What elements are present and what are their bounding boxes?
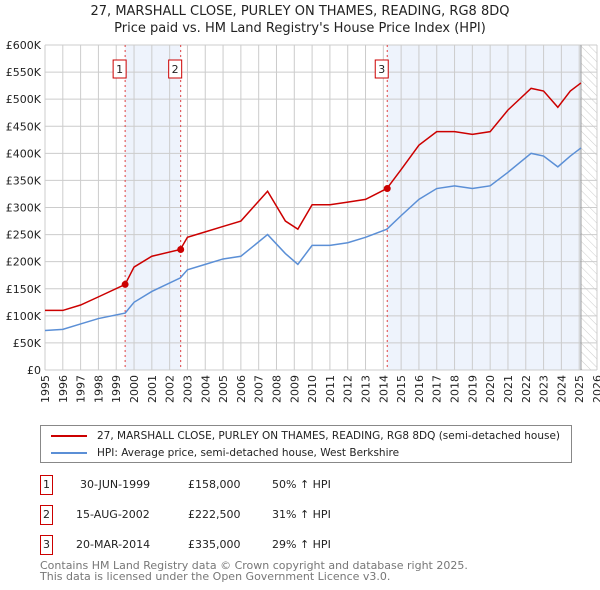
legend-label-property: 27, MARSHALL CLOSE, PURLEY ON THAMES, RE… [97,430,560,442]
sale-point [383,185,391,193]
x-tick-label: 2002 [164,375,177,403]
footer-line: This data is licensed under the Open Gov… [40,570,391,583]
legend-line-red [51,435,87,437]
x-tick-label: 2010 [306,375,319,403]
sale-point [177,245,185,253]
y-tick-label: £200K [6,256,42,269]
x-tick-label: 2003 [181,375,194,403]
sale-marker-box [374,59,389,79]
sale-marker-label: 3 [378,63,385,76]
x-tick-label: 2016 [413,375,426,403]
sale-badge: 3 [40,535,53,555]
x-tick-label: 1995 [39,375,52,403]
sale-date: 30-JUN-1999 [80,478,151,491]
x-tick-label: 2004 [199,375,212,403]
x-tick-label: 2013 [360,375,373,403]
y-tick-label: £250K [6,229,42,242]
sale-marker-label: 1 [116,63,123,76]
y-tick-label: £350K [6,174,42,187]
sale-badge: 2 [40,505,53,525]
y-tick-label: £100K [6,310,42,323]
footer-line: Contains HM Land Registry data © Crown c… [40,559,468,572]
x-tick-label: 2019 [466,375,479,403]
sale-hpi: 29% ↑ HPI [272,538,331,551]
sale-hpi: 50% ↑ HPI [272,478,331,491]
x-tick-label: 2020 [484,375,497,403]
x-tick-label: 2006 [235,375,248,403]
x-tick-label: 2022 [520,375,533,403]
legend-line-blue [51,452,87,454]
x-tick-label: 2018 [449,375,462,403]
x-tick-label: 2000 [128,375,141,403]
transaction-row: 1 30-JUN-1999 £158,000 50% ↑ HPI [40,475,440,495]
sale-marker-label: 2 [172,63,179,76]
footer: Contains HM Land Registry data © Crown c… [40,560,468,582]
chart: 1995 1996 1997 1998 1999 2000 2001 2002 2003 2004… [6,39,600,403]
sale-hpi: 31% ↑ HPI [272,508,331,521]
x-tick-label: 1998 [92,375,105,403]
x-tick-label: 2025 [573,375,586,403]
sale-price: £158,000 [188,478,241,491]
x-tick-label: 2024 [555,375,568,403]
x-tick-label: 2008 [270,375,283,403]
sale-price: £335,000 [188,538,241,551]
transaction-row: 2 15-AUG-2002 £222,500 31% ↑ HPI [40,505,440,525]
legend-label-hpi: HPI: Average price, semi-detached house,… [97,447,400,459]
x-tick-label: 2009 [288,375,301,403]
y-tick-label: £300K [6,202,42,215]
x-tick-label: 2014 [377,375,390,403]
y-tick-label: £150K [6,283,42,296]
hpi-line [44,147,582,332]
sale-point [121,280,129,288]
y-tick-label: £500K [6,93,42,106]
sale-date: 20-MAR-2014 [76,538,151,551]
y-tick-label: £600K [6,39,42,52]
sale-price: £222,500 [188,508,241,521]
y-tick-label: £400K [6,147,42,160]
x-tick-label: 1997 [75,375,88,403]
x-tick-label: 2005 [217,375,230,403]
x-tick-label: 2012 [342,375,355,403]
y-tick-label: £550K [6,66,42,79]
sale-date: 15-AUG-2002 [76,508,150,521]
sale-marker-box [168,59,183,79]
y-tick-label: £450K [6,120,42,133]
x-tick-label: 2017 [431,375,444,403]
x-tick-label: 2015 [395,375,408,403]
y-tick-label: £0 [27,364,41,377]
x-tick-label: 2023 [538,375,551,403]
property-line [45,82,582,312]
legend: 27, MARSHALL CLOSE, PURLEY ON THAMES, RE… [40,425,572,463]
sale-marker-box [112,59,127,79]
x-tick-label: 1996 [57,375,70,403]
y-tick-label: £50K [13,337,42,350]
sale-badge: 1 [40,475,53,495]
x-tick-label: 2026 [591,375,600,403]
x-tick-label: 2001 [146,375,159,403]
x-tick-label: 2007 [253,375,266,403]
transaction-row: 3 20-MAR-2014 £335,000 29% ↑ HPI [40,535,440,555]
chart-subtitle: Price paid vs. HM Land Registry's House … [114,21,486,36]
x-tick-label: 2011 [324,375,337,403]
x-tick-label: 2021 [502,375,515,403]
x-tick-label: 1999 [110,375,123,403]
chart-title: 27, MARSHALL CLOSE, PURLEY ON THAMES, RE… [90,4,510,19]
